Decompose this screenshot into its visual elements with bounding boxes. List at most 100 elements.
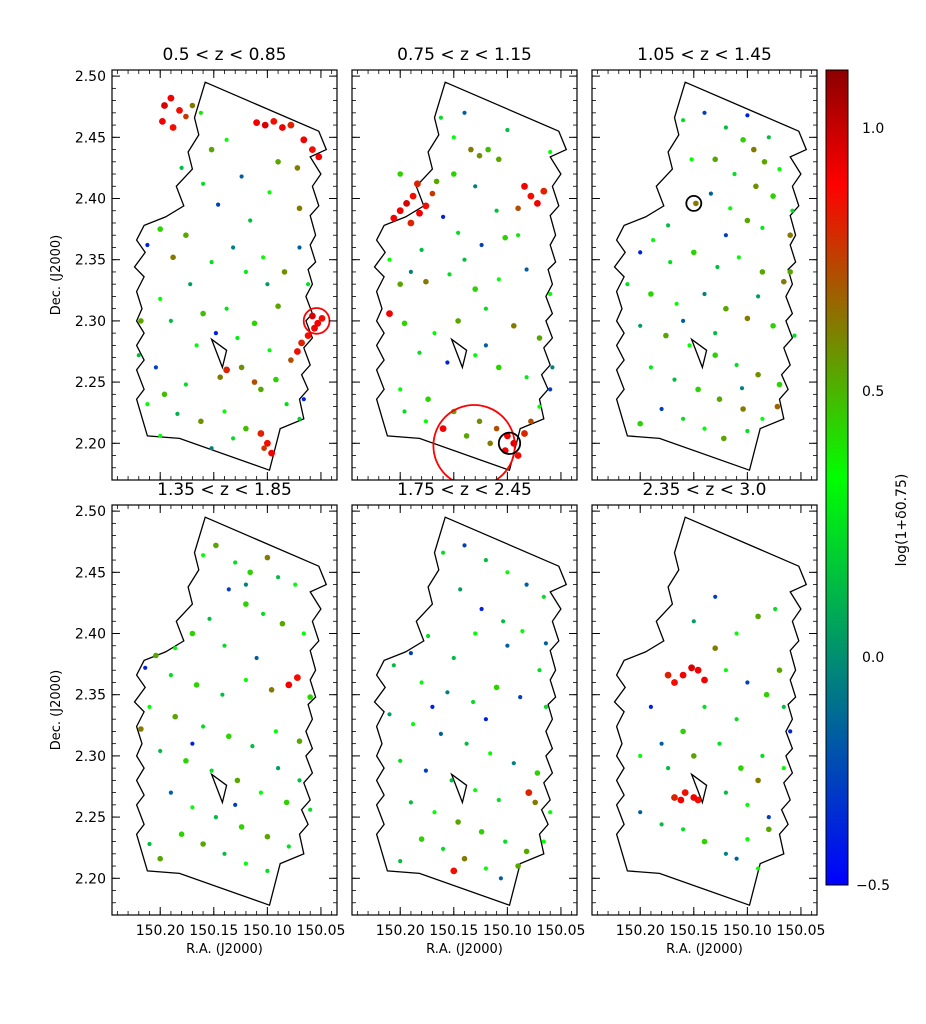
galaxy-point <box>311 324 318 332</box>
galaxy-point <box>198 110 203 115</box>
galaxy-point <box>473 788 478 793</box>
galaxy-point <box>723 233 729 238</box>
galaxy-point <box>659 741 664 746</box>
galaxy-point <box>216 202 221 207</box>
galaxy-point <box>740 406 746 412</box>
galaxy-point <box>523 848 530 855</box>
galaxy-point <box>261 445 267 452</box>
galaxy-point <box>713 331 718 336</box>
galaxy-point <box>787 232 793 238</box>
galaxy-point <box>201 724 206 729</box>
masked-region <box>690 772 708 805</box>
galaxy-point <box>268 687 275 693</box>
galaxy-point <box>674 301 679 306</box>
galaxy-point <box>734 362 739 368</box>
galaxy-point <box>537 668 542 673</box>
galaxy-point <box>386 310 393 317</box>
galaxy-point <box>708 191 714 196</box>
galaxy-point <box>702 704 707 710</box>
galaxy-point <box>745 802 750 808</box>
galaxy-point <box>270 118 278 125</box>
galaxy-point <box>702 291 707 297</box>
galaxy-point <box>275 303 281 310</box>
galaxy-point <box>496 156 502 163</box>
galaxy-point <box>766 135 771 140</box>
galaxy-point <box>485 146 491 153</box>
galaxy-point <box>483 306 488 311</box>
masked-region <box>690 337 708 370</box>
galaxy-point <box>209 768 214 773</box>
galaxy-point <box>516 233 521 238</box>
galaxy-point <box>422 202 430 210</box>
galaxy-point <box>790 208 795 213</box>
x-tick-label: 150.10 <box>243 923 292 939</box>
galaxy-point <box>175 411 180 416</box>
galaxy-point <box>770 323 776 329</box>
galaxy-point <box>701 676 708 684</box>
galaxy-point <box>298 339 305 347</box>
galaxy-point <box>243 425 249 432</box>
galaxy-point <box>159 118 166 125</box>
galaxy-point <box>664 671 672 679</box>
galaxy-point <box>301 631 306 636</box>
galaxy-point <box>235 335 240 341</box>
x-tick-label: 150.20 <box>616 923 665 939</box>
galaxy-point <box>498 876 503 881</box>
galaxy-point <box>398 758 403 763</box>
galaxy-point <box>288 357 294 363</box>
galaxy-point <box>273 729 278 734</box>
galaxy-point <box>294 674 301 681</box>
galaxy-point <box>666 766 671 771</box>
galaxy-point <box>418 836 425 842</box>
structure-circle <box>497 431 522 455</box>
galaxy-point <box>671 679 678 686</box>
galaxy-point <box>712 156 718 163</box>
y-tick-label: 2.50 <box>75 504 106 520</box>
galaxy-point <box>681 789 689 796</box>
colorbar-tick-label-3: 0.0 <box>862 650 884 666</box>
panel-title: 1.05 < z < 1.45 <box>637 45 772 65</box>
galaxy-point <box>309 146 316 154</box>
galaxy-point <box>173 646 178 651</box>
galaxy-point <box>690 794 698 801</box>
galaxy-point <box>550 365 555 370</box>
galaxy-point <box>648 365 654 370</box>
galaxy-point <box>637 420 643 427</box>
colorbar-tick-label-1: 1.0 <box>862 121 884 137</box>
galaxy-point <box>247 569 253 576</box>
y-axis-label: Dec. (J2000) <box>49 670 64 750</box>
y-tick-label: 2.45 <box>75 565 106 581</box>
galaxy-point <box>209 446 214 451</box>
galaxy-point <box>496 364 502 371</box>
panel-3: 1.05 < z < 1.45 <box>591 45 818 481</box>
galaxy-point <box>462 543 467 548</box>
y-tick-label: 2.50 <box>75 69 106 85</box>
galaxy-point <box>671 794 678 801</box>
galaxy-point <box>243 582 248 587</box>
galaxy-point <box>774 403 781 410</box>
galaxy-point <box>438 115 443 120</box>
galaxy-point <box>483 558 488 563</box>
galaxy-point <box>231 245 236 250</box>
galaxy-point <box>666 223 671 228</box>
galaxy-point <box>734 717 739 722</box>
galaxy-point <box>297 416 302 421</box>
y-tick-label: 2.40 <box>75 192 106 208</box>
galaxy-point <box>300 136 308 144</box>
panel-6: 150.20 150.15 150.10 150.05 2.35 < z < 3.0 R.… <box>591 480 825 957</box>
galaxy-point <box>501 619 506 624</box>
galaxy-point <box>281 269 288 275</box>
galaxy-point <box>464 741 469 746</box>
galaxy-point <box>479 606 484 612</box>
galaxy-point <box>745 680 750 685</box>
galaxy-point <box>751 146 757 153</box>
galaxy-point <box>261 255 266 260</box>
galaxy-point <box>161 391 168 398</box>
survey-footprint <box>133 516 328 907</box>
galaxy-point <box>188 282 193 287</box>
galaxy-point <box>763 691 770 698</box>
y-tick-label: 2.30 <box>75 749 106 765</box>
galaxy-point <box>488 751 493 756</box>
galaxy-point <box>136 353 141 358</box>
galaxy-point <box>419 247 424 252</box>
